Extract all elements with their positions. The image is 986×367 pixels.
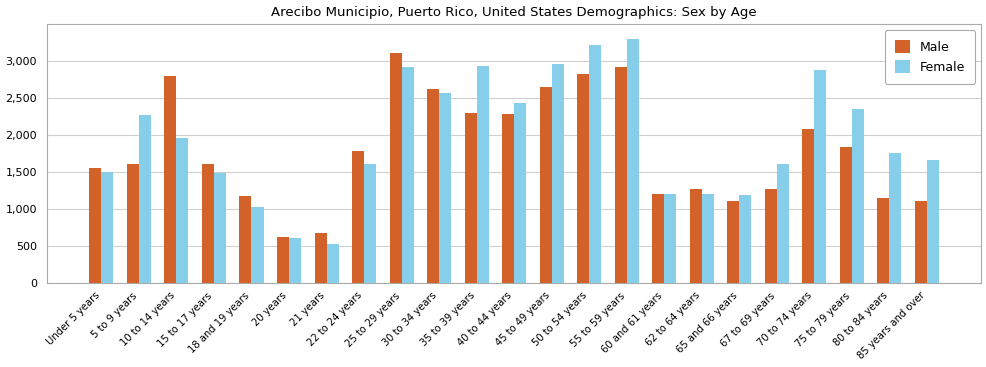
Bar (439, 93, 451, 283)
Bar (427, 88, 439, 283)
Bar (289, 237, 301, 283)
Bar (802, 129, 813, 283)
Title: Arecibo Municipio, Puerto Rico, United States Demographics: Sex by Age: Arecibo Municipio, Puerto Rico, United S… (271, 6, 756, 19)
Bar (926, 160, 938, 283)
Bar (401, 67, 413, 283)
Bar (664, 195, 675, 283)
Bar (514, 103, 526, 283)
Bar (165, 76, 176, 283)
Bar (90, 168, 102, 283)
Bar (364, 164, 376, 283)
Bar (176, 138, 188, 283)
Bar (389, 54, 401, 283)
Bar (326, 244, 338, 283)
Bar (127, 164, 139, 283)
Bar (139, 115, 151, 283)
Bar (851, 109, 863, 283)
Bar (277, 237, 289, 283)
Bar (839, 147, 851, 283)
Bar (888, 153, 900, 283)
Bar (652, 194, 664, 283)
Bar (727, 201, 739, 283)
Bar (813, 70, 825, 283)
Bar (502, 114, 514, 283)
Bar (577, 74, 589, 283)
Bar (102, 172, 113, 283)
Bar (352, 151, 364, 283)
Bar (614, 67, 626, 283)
Bar (202, 164, 214, 283)
Bar (689, 189, 701, 283)
Bar (776, 164, 788, 283)
Bar (315, 233, 326, 283)
Bar (214, 172, 226, 283)
Bar (877, 199, 888, 283)
Bar (701, 194, 713, 283)
Bar (476, 66, 488, 283)
Bar (914, 201, 926, 283)
Legend: Male, Female: Male, Female (883, 30, 974, 84)
Bar (240, 196, 251, 283)
Bar (551, 64, 563, 283)
Bar (739, 195, 750, 283)
Bar (251, 207, 263, 283)
Bar (626, 39, 638, 283)
Bar (539, 87, 551, 283)
Bar (464, 113, 476, 283)
Bar (589, 46, 600, 283)
Bar (764, 189, 776, 283)
